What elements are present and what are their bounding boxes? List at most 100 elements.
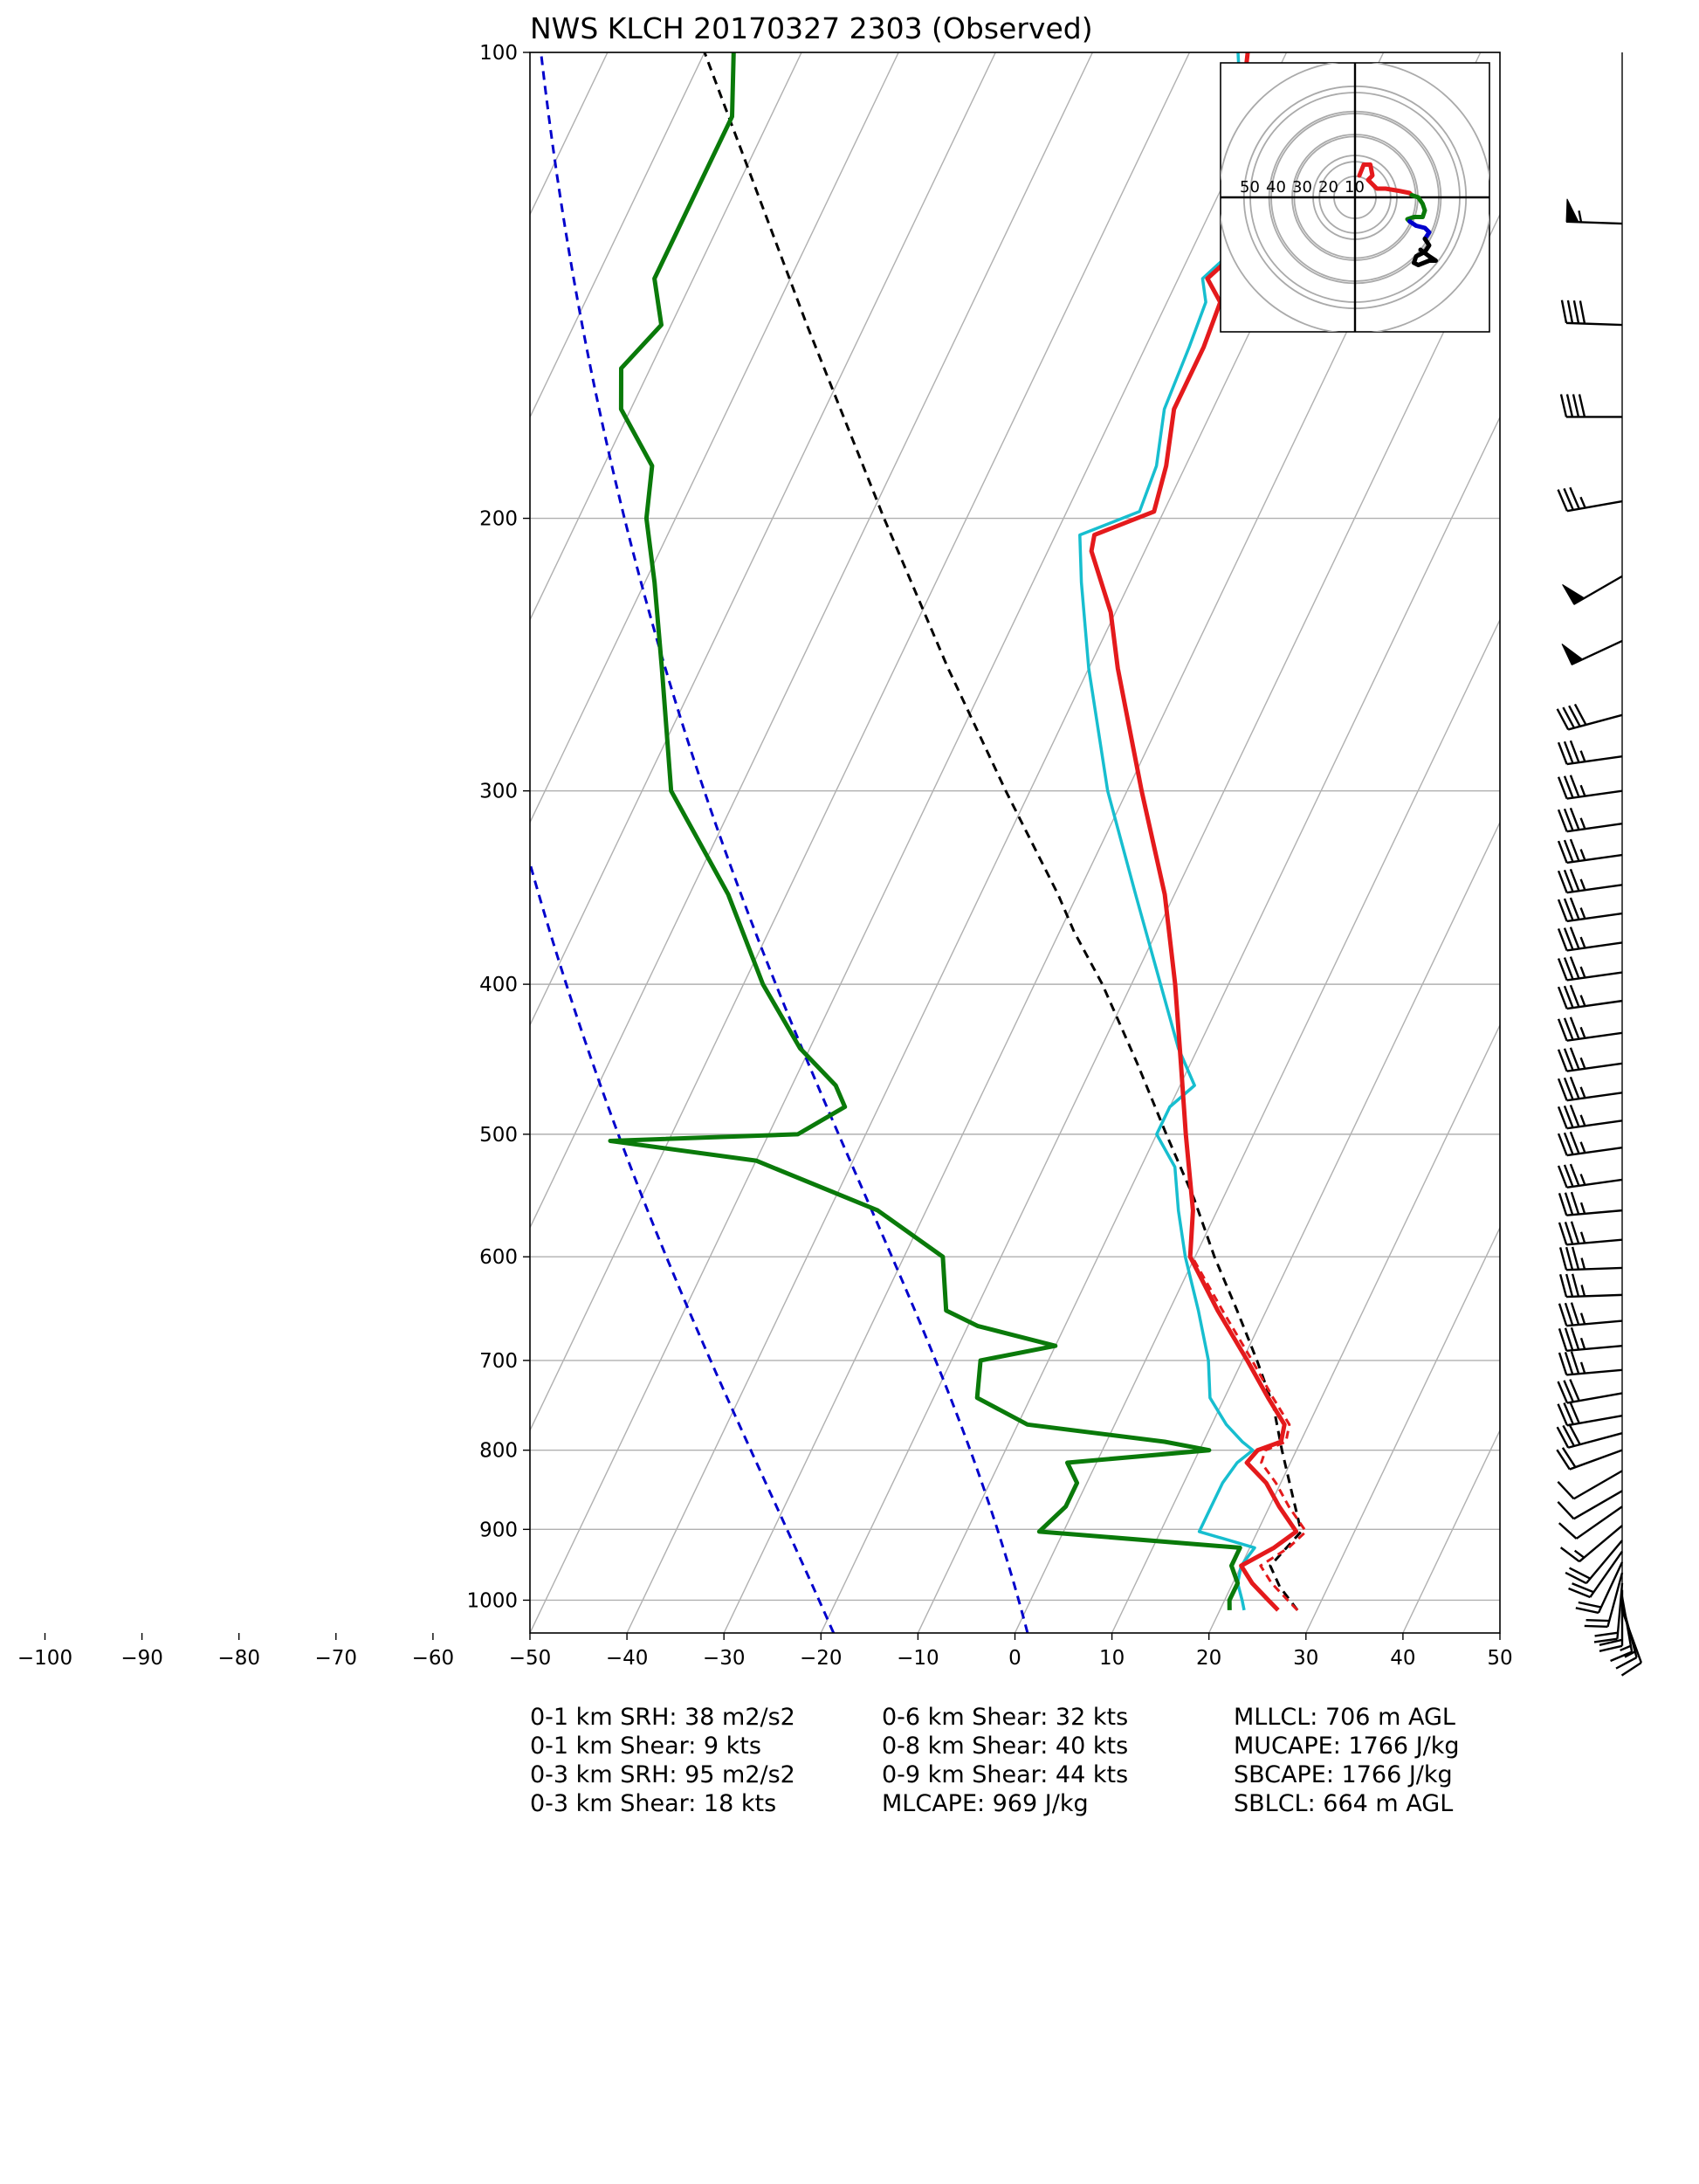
- wind-barb: [1557, 775, 1623, 800]
- parameter-line: 0-1 km SRH: 38 m2/s2: [530, 1704, 795, 1731]
- isotherm-line: [1111, 821, 1500, 1633]
- hodograph-ring-label: 40: [1266, 178, 1286, 196]
- chart-title: NWS KLCH 20170327 2303 (Observed): [530, 11, 1093, 45]
- x-tick-label: −100: [17, 1647, 72, 1670]
- wind-barb: [1557, 1131, 1623, 1157]
- wind-barb: [1558, 1302, 1623, 1327]
- wind-barb: [1557, 927, 1623, 952]
- moist-adiabat-lines: [530, 52, 1029, 1633]
- hodograph-trace: [1357, 162, 1438, 267]
- isotherm-line: [0, 52, 317, 1633]
- isotherm-line: [530, 52, 1094, 1230]
- wind-barb: [1556, 703, 1623, 731]
- wind-barb: [1559, 394, 1622, 418]
- wind-barb: [1556, 1423, 1623, 1449]
- hodograph-segment: [1407, 219, 1432, 241]
- isotherm-line: [530, 52, 899, 824]
- y-tick-label: 1000: [466, 1589, 518, 1612]
- hodograph-ring-label: 20: [1318, 178, 1338, 196]
- wetbulb-profile: [1078, 52, 1256, 1611]
- wind-barb: [1599, 1589, 1624, 1652]
- hodograph-segment: [1405, 193, 1427, 224]
- hodograph-ring-label: 50: [1240, 178, 1260, 196]
- parameter-line: SBCAPE: 1766 J/kg: [1234, 1761, 1453, 1788]
- parameter-line: MLLCL: 706 m AGL: [1234, 1704, 1455, 1731]
- moist-adiabat: [540, 52, 1029, 1633]
- x-tick-label: −50: [509, 1647, 552, 1670]
- y-tick-label: 900: [479, 1519, 518, 1541]
- y-tick-label: 400: [479, 974, 518, 996]
- hodograph-ring-label: 30: [1292, 178, 1312, 196]
- wind-barb: [1620, 1609, 1643, 1677]
- wind-barb: [1558, 1273, 1623, 1299]
- wind-barb: [1557, 1047, 1623, 1072]
- wind-barb: [1561, 639, 1623, 666]
- isotherm-line: [0, 52, 414, 1633]
- wind-barb: [1558, 1221, 1623, 1246]
- x-tick-label: 20: [1196, 1647, 1221, 1670]
- wind-barb: [1557, 1076, 1623, 1102]
- parameter-line: MUCAPE: 1766 J/kg: [1234, 1733, 1460, 1760]
- parameter-line: 0-3 km SRH: 95 m2/s2: [530, 1761, 795, 1788]
- isotherm-line: [917, 416, 1500, 1633]
- sounding-profiles: [608, 52, 1308, 1612]
- wind-barb: [1568, 1550, 1623, 1599]
- x-tick-label: −60: [412, 1647, 455, 1670]
- temperature-axis: −100 −90 −80 −70 −60 −50 −40 −30 −20 −10 0 10 20 30 40…: [17, 1633, 1513, 1670]
- wind-barb: [1610, 1596, 1634, 1663]
- parameter-line: SBLCL: 664 m AGL: [1234, 1790, 1453, 1817]
- parameter-line: 0-3 km Shear: 18 kts: [530, 1790, 776, 1817]
- x-tick-label: −70: [315, 1647, 358, 1670]
- wind-barb: [1557, 1401, 1623, 1427]
- virtual-temperature-profile: [1191, 1256, 1308, 1611]
- x-tick-label: 50: [1487, 1647, 1512, 1670]
- wind-barb: [1557, 1470, 1623, 1500]
- isotherm-line: [530, 52, 705, 419]
- sounding-parameters: 0-1 km SRH: 38 m2/s20-1 km Shear: 9 kts0…: [530, 1704, 1460, 1817]
- wind-barb: [1557, 897, 1623, 923]
- wind-barb: [1558, 1326, 1623, 1352]
- isotherm-gridlines: [0, 52, 1500, 1633]
- hodograph-segment: [1357, 162, 1414, 197]
- wind-barb: [1557, 838, 1623, 865]
- isotherm-line: [1305, 1226, 1500, 1633]
- isotherm-line: [530, 52, 802, 622]
- isotherm-line: [0, 52, 511, 1633]
- isotherm-line: [1499, 1631, 1500, 1633]
- isotherm-line: [530, 52, 996, 1027]
- x-tick-label: −10: [897, 1647, 939, 1670]
- wind-barb: [1593, 1582, 1624, 1643]
- parameter-line: 0-1 km Shear: 9 kts: [530, 1733, 761, 1760]
- dewpoint-profile: [608, 52, 1242, 1610]
- wind-barb: [1558, 1505, 1623, 1540]
- wind-barb: [1558, 1191, 1623, 1216]
- isotherm-line: [1208, 1023, 1500, 1633]
- y-tick-label: 700: [479, 1350, 518, 1373]
- hodograph-inset: 50 40 30 20 10: [1220, 62, 1490, 333]
- wind-barb: [1559, 1525, 1623, 1563]
- x-tick-label: 30: [1293, 1647, 1318, 1670]
- wind-barb: [1557, 1016, 1623, 1042]
- hodograph-ring-label: 10: [1345, 178, 1365, 196]
- wind-barb: [1557, 1379, 1623, 1404]
- wind-barb: [1557, 486, 1623, 513]
- x-tick-label: −40: [606, 1647, 649, 1670]
- wind-barb: [1557, 807, 1623, 833]
- isobar-gridlines: [530, 52, 1500, 1602]
- wind-barb: [1575, 1561, 1624, 1615]
- y-tick-label: 300: [479, 781, 518, 803]
- y-tick-label: 800: [479, 1440, 518, 1463]
- wind-barb: [1565, 1540, 1623, 1585]
- wind-barb-column: [1556, 52, 1643, 1677]
- parameter-line: 0-6 km Shear: 32 kts: [882, 1704, 1128, 1731]
- wind-barb: [1584, 1572, 1624, 1629]
- wind-barb: [1557, 956, 1623, 982]
- wind-barb: [1558, 1246, 1623, 1271]
- hodograph-segment: [1412, 237, 1438, 267]
- isotherm-line: [530, 52, 1288, 1633]
- x-tick-label: −90: [120, 1647, 163, 1670]
- y-tick-label: 600: [479, 1246, 518, 1269]
- y-tick-label: 100: [479, 42, 518, 65]
- wind-barb: [1557, 1490, 1623, 1520]
